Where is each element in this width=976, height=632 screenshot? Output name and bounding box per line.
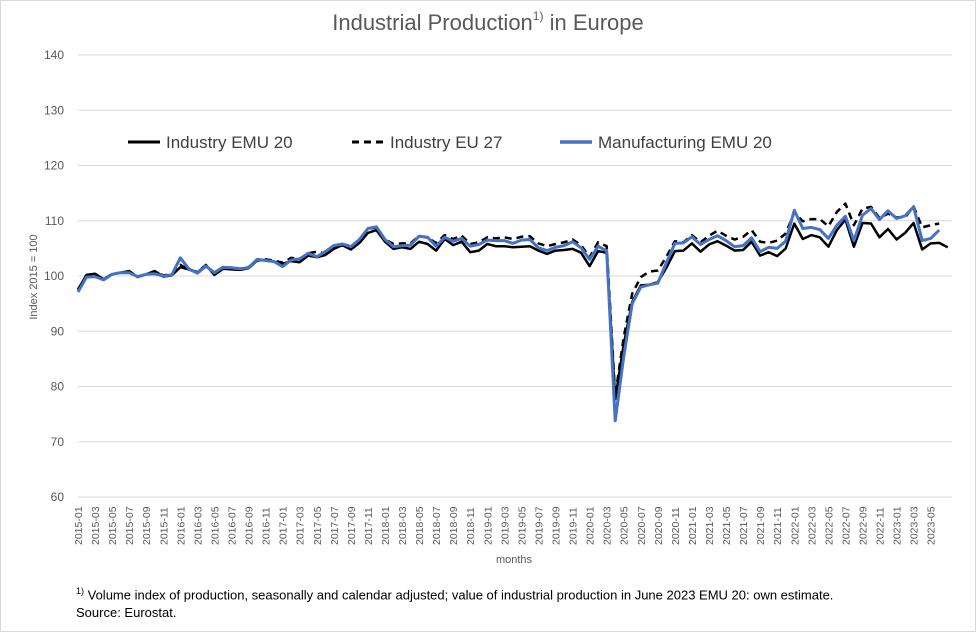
x-tick-label: 2022-03 (806, 506, 818, 545)
x-tick-label: 2019-01 (482, 506, 494, 545)
legend-label: Industry EU 27 (390, 133, 502, 152)
x-tick-label: 2022-05 (823, 506, 835, 545)
y-tick-label: 110 (45, 214, 64, 228)
chart-title: Industrial Production1) in Europe (332, 8, 644, 35)
x-tick-label: 2017-03 (295, 506, 307, 545)
x-tick-label: 2021-07 (738, 506, 750, 545)
x-tick-label: 2020-11 (670, 507, 682, 545)
x-tick-label: 2016-01 (175, 506, 187, 545)
x-tick-label: 2019-11 (568, 507, 580, 545)
x-tick-label: 2018-03 (397, 506, 409, 545)
legend-label: Manufacturing EMU 20 (598, 133, 772, 152)
x-axis-title: months (496, 554, 533, 566)
x-tick-label: 2019-07 (533, 506, 545, 545)
x-tick-label: 2021-09 (755, 506, 767, 545)
x-tick-label: 2019-09 (551, 506, 563, 545)
y-tick-label: 130 (44, 103, 64, 117)
series-line-industry-eu-27 (76, 202, 940, 398)
x-tick-label: 2019-03 (499, 506, 511, 545)
series-line-industry-emu-20 (76, 218, 949, 401)
x-tick-label: 2018-07 (431, 506, 443, 545)
series-lines (76, 202, 949, 423)
y-tick-label: 70 (51, 435, 65, 449)
legend: Industry EMU 20 Industry EU 27 Manufacturi… (128, 133, 772, 152)
x-tick-label: 2017-09 (346, 506, 358, 545)
x-tick-label: 2019-05 (516, 506, 528, 545)
x-tick-label: 2018-09 (448, 506, 460, 545)
y-tick-label: 90 (51, 324, 65, 338)
y-tick-label: 120 (44, 159, 64, 173)
legend-label: Industry EMU 20 (166, 133, 293, 152)
x-tick-label: 2020-07 (636, 506, 648, 545)
x-tick-label: 2015-09 (141, 506, 153, 545)
x-tick-labels: 2015-01 2015-03 2015-05 2015-07 2015-09 2015-… (73, 506, 938, 545)
x-tick-label: 2015-01 (73, 506, 85, 545)
x-tick-label: 2021-11 (772, 507, 784, 545)
x-tick-label: 2016-11 (261, 507, 273, 545)
x-tick-label: 2017-11 (363, 507, 375, 545)
x-tick-label: 2018-01 (380, 506, 392, 545)
x-tick-label: 2016-07 (226, 506, 238, 545)
x-tick-label: 2015-05 (107, 506, 119, 545)
x-tick-label: 2020-03 (602, 506, 614, 545)
x-tick-label: 2023-03 (909, 506, 921, 545)
x-tick-label: 2016-05 (209, 506, 221, 545)
x-tick-label: 2021-03 (704, 506, 716, 545)
x-tick-label: 2018-11 (465, 507, 477, 545)
x-tick-label: 2021-05 (721, 506, 733, 545)
y-tick-label: 60 (51, 490, 65, 504)
x-tick-label: 2015-03 (90, 506, 102, 545)
x-tick-label: 2020-05 (619, 506, 631, 545)
x-tick-label: 2016-03 (192, 506, 204, 545)
x-tick-label: 2020-09 (653, 506, 665, 545)
x-tick-label: 2023-05 (926, 506, 938, 545)
x-tick-label: 2015-07 (124, 506, 136, 545)
x-tick-label: 2021-01 (687, 506, 699, 545)
gridlines (78, 54, 952, 498)
x-tick-label: 2018-05 (414, 506, 426, 545)
y-axis-title: Index 2015 = 100 (28, 234, 40, 319)
y-tick-label: 140 (44, 48, 64, 62)
y-tick-label: 80 (51, 380, 65, 394)
x-tick-label: 2022-01 (789, 506, 801, 545)
x-tick-label: 2023-01 (892, 506, 904, 545)
x-tick-label: 2017-01 (278, 506, 290, 545)
x-tick-label: 2016-09 (244, 506, 256, 545)
x-tick-label: 2022-09 (857, 506, 869, 545)
x-tick-label: 2022-11 (875, 507, 887, 545)
y-tick-labels: 60 70 80 90 100 110 120 130 140 (44, 48, 64, 504)
footnote: 1) Volume index of production, seasonall… (76, 586, 834, 621)
x-tick-label: 2020-01 (585, 506, 597, 545)
series-line-manufacturing-emu-20 (76, 205, 941, 423)
x-tick-label: 2017-05 (312, 506, 324, 545)
x-tick-label: 2017-07 (329, 506, 341, 545)
y-tick-label: 100 (44, 269, 64, 283)
x-tick-label: 2015-11 (158, 507, 170, 545)
x-tick-label: 2022-07 (840, 506, 852, 545)
